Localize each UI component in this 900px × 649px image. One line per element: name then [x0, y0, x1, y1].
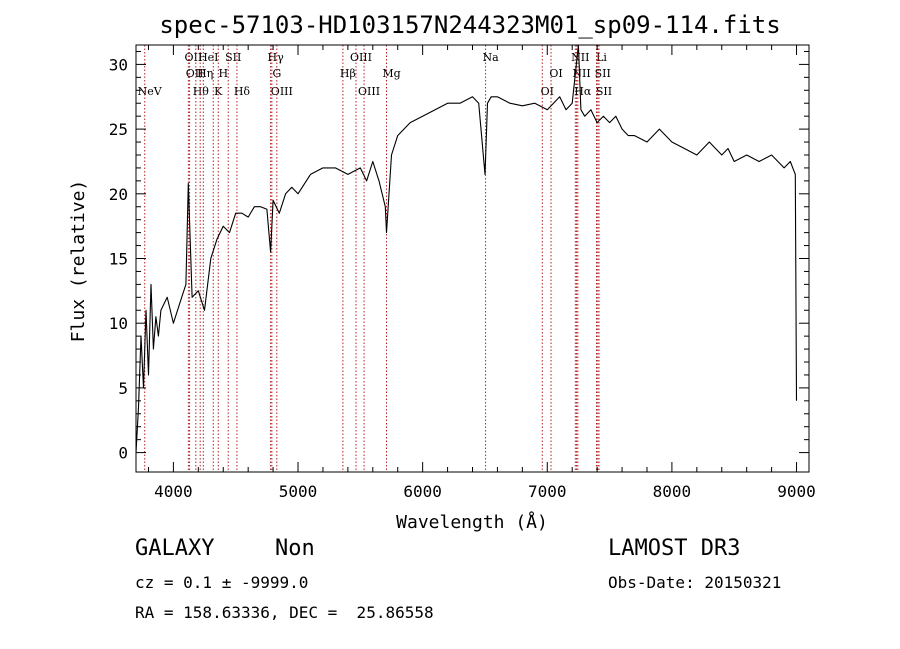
line-label-18: OI: [541, 85, 554, 98]
spectrum-series-line-0: [135, 44, 798, 453]
y-tick-label-0: 0: [118, 444, 128, 463]
line-label-8: SII: [225, 51, 241, 64]
line-label-1: OII: [184, 51, 202, 64]
axes-layer: 4000 5000 6000 7000 8000 9000 0 5 10 15 20 25 30: [109, 45, 816, 501]
line-label-10: Hγ: [268, 51, 285, 64]
x-tick-label-2: 6000: [403, 482, 442, 501]
line-label-16: Mg: [382, 67, 400, 80]
line-label-24: SII: [595, 67, 611, 80]
y-tick-label-4: 20: [109, 185, 128, 204]
plot-frame: [135, 44, 810, 473]
x-tick-label-1: 5000: [279, 482, 318, 501]
x-tick-label-0: 4000: [154, 482, 193, 501]
line-label-3: Hθ: [193, 85, 210, 98]
line-label-12: OIII: [271, 85, 293, 98]
line-label-5: HeI: [198, 51, 218, 64]
y-tick-label-1: 5: [118, 379, 128, 398]
x-axis-label: Wavelength (Å): [396, 511, 548, 533]
y-tick-label-5: 25: [109, 120, 128, 139]
line-label-25: SII: [596, 85, 612, 98]
redshift-label: cz = 0.1 ± -9999.0: [135, 573, 309, 592]
line-label-2: OII: [186, 67, 204, 80]
emission-lines-layer: NeVOIIOIIHθHηHeIKHSIIHδHγGOIIIHβOIIIOIII…: [138, 45, 612, 472]
line-label-23: Li: [596, 51, 607, 64]
line-label-9: Hδ: [234, 85, 251, 98]
line-label-19: OI: [549, 67, 562, 80]
y-tick-label-3: 15: [109, 250, 128, 269]
x-tick-label-3: 7000: [528, 482, 567, 501]
coordinates-label: RA = 158.63336, DEC = 25.86558: [135, 603, 434, 622]
line-label-7: H: [218, 67, 228, 80]
chart-title: spec-57103-HD103157N244323M01_sp09-114.f…: [159, 11, 780, 39]
line-label-0: NeV: [138, 85, 163, 98]
line-label-22: Hα: [574, 85, 592, 98]
line-label-15: OIII: [358, 85, 380, 98]
y-tick-label-6: 30: [109, 55, 128, 74]
line-label-4: Hη: [197, 67, 213, 80]
x-tick-label-5: 9000: [777, 482, 816, 501]
line-label-14: OIII: [350, 51, 372, 64]
line-label-13: Hβ: [340, 67, 356, 80]
line-label-20: NII: [571, 51, 589, 64]
y-axis-label: Flux (relative): [68, 180, 89, 343]
spectral-subclass-label: Non: [275, 536, 315, 561]
line-label-17: Na: [482, 51, 499, 64]
line-label-21: NII: [572, 67, 590, 80]
y-tick-label-2: 10: [109, 314, 128, 333]
spectral-class-label: GALAXY: [135, 536, 215, 561]
obs-date-label: Obs-Date: 20150321: [608, 573, 782, 592]
survey-label: LAMOST DR3: [608, 536, 741, 561]
series-layer: [135, 44, 798, 453]
x-tick-label-4: 8000: [653, 482, 692, 501]
